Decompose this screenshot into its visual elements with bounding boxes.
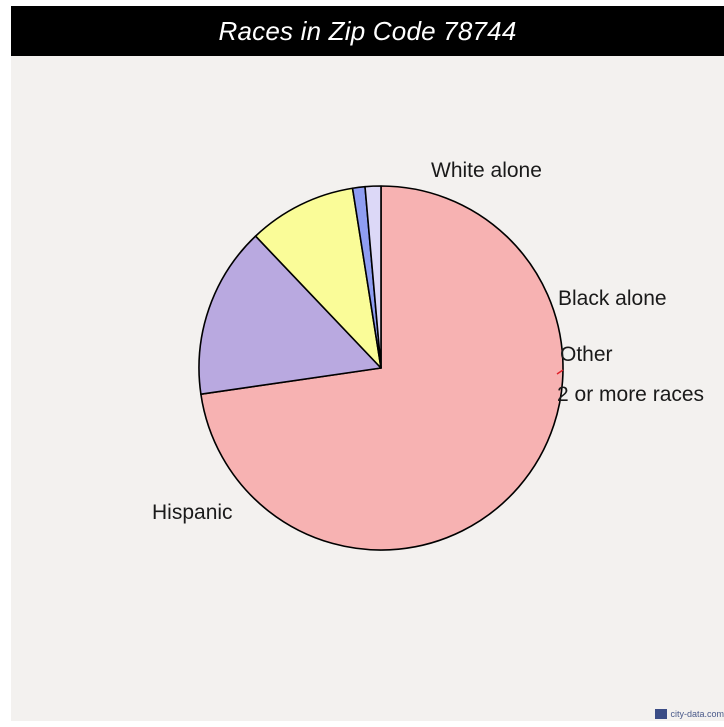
pie-labels: Hispanic White alone Black alone Other 2… — [152, 159, 704, 524]
pie-slice-black-alone — [254, 187, 382, 369]
watermark: city-data.com — [655, 707, 724, 721]
pie-slice-white-alone — [198, 235, 382, 396]
pie-slice-hispanic — [200, 185, 564, 551]
city-data-logo-icon — [655, 709, 668, 719]
pie-chart: Hispanic White alone Black alone Other 2… — [152, 159, 704, 551]
pie-slice-2-or-more-races — [364, 185, 382, 369]
label-white-alone: White alone — [431, 159, 542, 182]
pie-slices — [198, 185, 564, 551]
label-two-or-more-races: 2 or more races — [557, 383, 704, 406]
watermark-text: city-data.com — [670, 709, 724, 719]
label-black-alone: Black alone — [558, 287, 667, 310]
title-bar: Races in Zip Code 78744 — [11, 6, 724, 56]
chart-title: Races in Zip Code 78744 — [218, 15, 517, 46]
chart-frame: Races in Zip Code 78744 Hispanic White a… — [11, 6, 724, 721]
label-other: Other — [560, 343, 613, 366]
label-hispanic: Hispanic — [152, 501, 233, 524]
other-leader-line — [556, 369, 564, 375]
